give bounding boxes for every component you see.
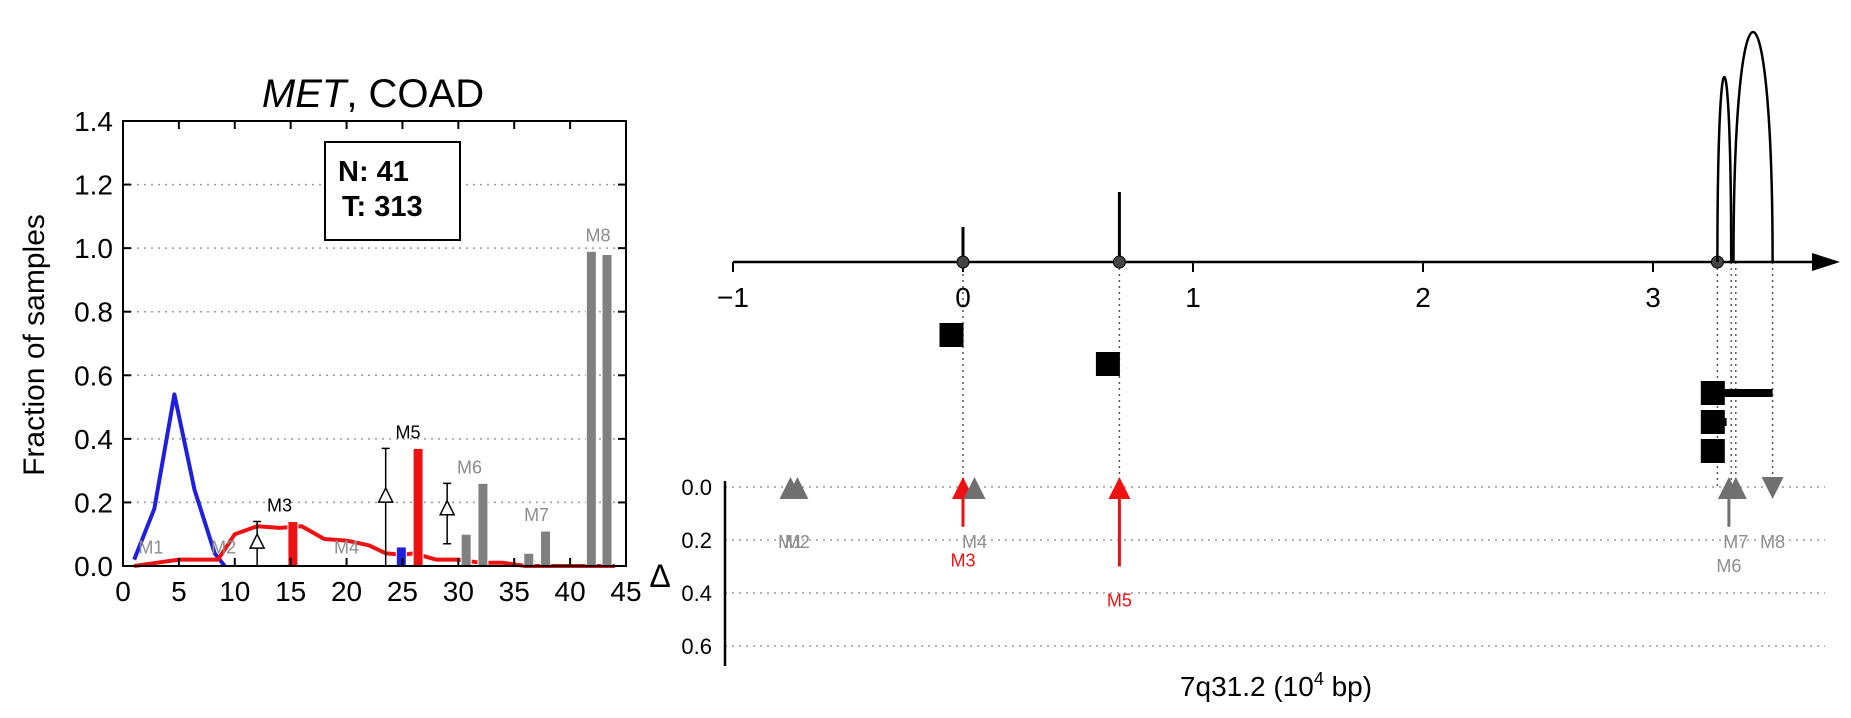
delta-tick-label: 0.0 [681,475,712,500]
motif-label-m3: M3 [950,551,975,571]
left-bars [277,250,613,567]
motif-label-m4: M4 [962,532,987,552]
motif-label-m1: M1 [138,537,163,557]
delta-marker-m6 [438,499,456,516]
right-x-axis-label: 7q31.2 (104 bp) [1180,669,1372,702]
motif-triangle-m7 [1724,477,1747,499]
motif-label-m3: M3 [267,496,292,516]
left-x-tick-label: 40 [555,576,586,607]
legend-n-count: N: 41 [338,156,409,188]
left-ticks: 0.0 0.2 0.4 0.6 0.8 1.0 1.2 1.4 0 5 10 15 20 25 30 35 40… [74,106,642,607]
right-junction-arcs [1716,30,1774,263]
left-y-tick-label: 1.4 [74,106,113,137]
exon-extension-bar [1712,389,1773,397]
right-x-tick-label: 2 [1415,282,1431,313]
motif-triangle-m4 [963,477,986,499]
bar-m6 [477,482,489,567]
exon-extension-bar [1712,447,1722,455]
left-x-tick-label: 0 [115,576,131,607]
motif-triangle-m2 [786,477,809,499]
left-y-tick-label: 1.0 [74,233,113,264]
motif-triangle-m5 [1108,477,1131,499]
left-y-tick-label: 0.2 [74,487,113,518]
motif-label-m7: M7 [1723,532,1748,552]
right-exon-blocks [939,323,1773,463]
motif-label-m6: M6 [457,457,482,477]
legend-box: N: 41 T: 313 [324,141,461,241]
motif-label-m5: M5 [1107,590,1132,610]
left-annotations: M1 M2 M3 M4 M5 M6 M7 M8 [138,225,611,567]
motif-label-m8: M8 [586,225,611,245]
left-y-axis-label: Fraction of samples [18,214,51,476]
left-x-tick-label: 35 [499,576,530,607]
delta-tick-label: 0.6 [681,634,712,659]
delta-tick-label: 0.2 [681,528,712,553]
delta-marker-m5 [377,486,394,503]
junction-arc [1732,30,1774,263]
bar-m8 [601,254,613,567]
left-plot-frame [122,120,627,567]
exon-block [1095,352,1120,376]
right-x-tick-label: 0 [955,282,971,313]
motif-label-m2: M2 [785,532,810,552]
motif-triangle-m8 [1761,477,1784,499]
bar-m5 [395,546,407,567]
motif-label-m7: M7 [524,505,549,525]
right-x-tick-label: −1 [717,282,749,313]
delta-axis-label: Δ [649,558,670,594]
bar-m6 [460,533,472,567]
bar-m8 [585,250,597,567]
left-x-tick-label: 5 [171,576,187,607]
left-x-tick-label: 45 [610,576,641,607]
left-x-tick-label: 15 [275,576,306,607]
right-x-tick-label: 1 [1185,282,1201,313]
left-y-tick-label: 0.6 [74,360,113,391]
left-x-tick-label: 20 [331,576,362,607]
junction-arc [1716,76,1733,263]
exon-extension-bar [1712,418,1727,426]
bar-m7 [540,530,552,567]
left-y-tick-label: 0.4 [74,424,113,455]
right-x-tick-label: 3 [1645,282,1661,313]
left-y-tick-label: 0.0 [74,551,113,582]
left-x-tick-label: 10 [219,576,250,607]
motif-label-m2: M2 [211,537,236,557]
left-chart-title: MET, COAD [262,72,484,116]
delta-tick-label: 0.4 [681,581,712,606]
motif-label-m1: M1 [778,532,803,552]
bar-m5 [412,447,424,567]
axis-arrowhead [1812,253,1840,271]
exon-mark-dot [956,255,970,269]
exon-block [939,323,964,347]
left-x-tick-label: 25 [387,576,418,607]
motif-label-m4: M4 [334,537,359,557]
bar-m3 [287,521,299,567]
right-delta-gridlines [725,486,1825,647]
right-delta-axis: 0.0 0.2 0.4 0.6 [681,475,727,666]
left-x-tick-label: 30 [443,576,474,607]
left-y-tick-label: 1.2 [74,170,113,201]
right-genomic-axis: −1 0 1 2 3 [717,192,1840,313]
exon-mark-dot [1112,255,1126,269]
delta-marker-m3 [248,532,266,549]
legend-t-count: T: 313 [342,191,423,223]
motif-label-m5: M5 [396,422,421,442]
left-y-tick-label: 0.8 [74,297,113,328]
motif-label-m8: M8 [1760,532,1785,552]
motif-label-m6: M6 [1716,556,1741,576]
blue-line-series [132,392,227,568]
bar-m7 [523,552,535,567]
